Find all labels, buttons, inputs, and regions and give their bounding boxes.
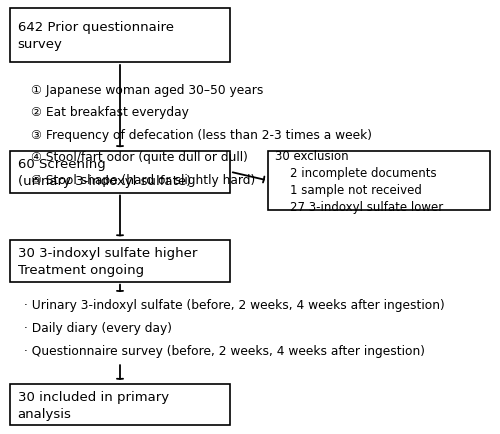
Text: 30 3-indoxyl sulfate higher
Treatment ongoing: 30 3-indoxyl sulfate higher Treatment on…: [18, 247, 197, 276]
FancyBboxPatch shape: [10, 9, 230, 63]
Text: ① Japanese woman aged 30–50 years: ① Japanese woman aged 30–50 years: [31, 83, 264, 96]
Text: ⑤ Stool shape (hard or slightly hard): ⑤ Stool shape (hard or slightly hard): [31, 174, 256, 187]
FancyBboxPatch shape: [268, 152, 490, 210]
Text: ③ Frequency of defecation (less than 2-3 times a week): ③ Frequency of defecation (less than 2-3…: [31, 128, 372, 141]
Text: 30 included in primary
analysis: 30 included in primary analysis: [18, 390, 169, 420]
FancyBboxPatch shape: [10, 384, 230, 425]
FancyBboxPatch shape: [10, 241, 230, 282]
Text: 30 exclusion
    2 incomplete documents
    1 sample not received
    27 3-indox: 30 exclusion 2 incomplete documents 1 sa…: [275, 149, 444, 213]
Text: 60 Screening
(urinary 3-indoxyl sulfate): 60 Screening (urinary 3-indoxyl sulfate): [18, 158, 191, 187]
Text: ② Eat breakfast everyday: ② Eat breakfast everyday: [31, 106, 189, 119]
Text: 642 Prior questionnaire
survey: 642 Prior questionnaire survey: [18, 21, 173, 51]
Text: · Questionnaire survey (before, 2 weeks, 4 weeks after ingestion): · Questionnaire survey (before, 2 weeks,…: [24, 344, 425, 357]
Text: · Daily diary (every day): · Daily diary (every day): [24, 321, 172, 334]
FancyBboxPatch shape: [10, 152, 230, 193]
Text: ④ Stool/fart odor (quite dull or dull): ④ Stool/fart odor (quite dull or dull): [31, 151, 248, 164]
Text: · Urinary 3-indoxyl sulfate (before, 2 weeks, 4 weeks after ingestion): · Urinary 3-indoxyl sulfate (before, 2 w…: [24, 299, 445, 312]
